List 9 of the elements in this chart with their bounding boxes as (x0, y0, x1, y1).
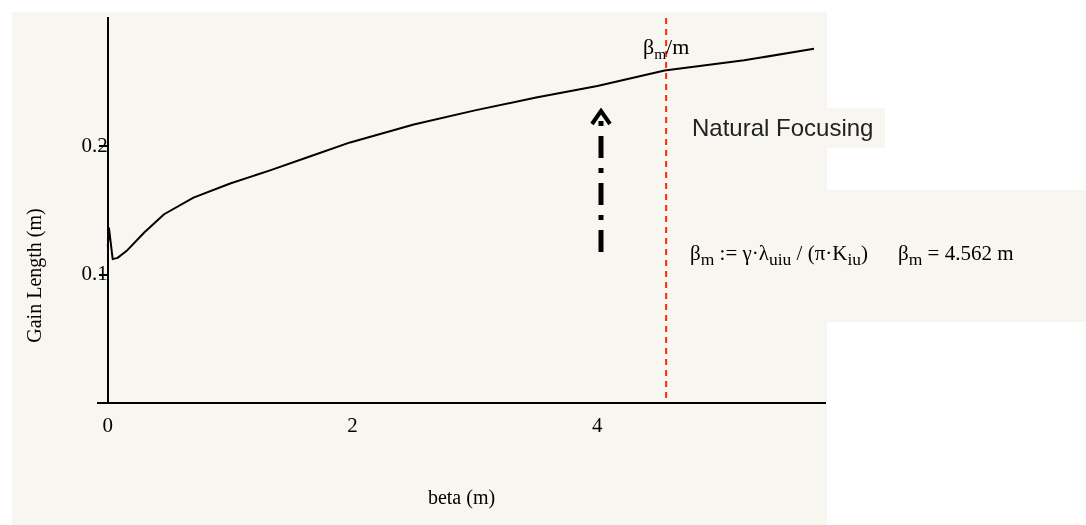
x-tick-label: 0 (102, 412, 114, 437)
y-axis-title: Gain Length (m) (22, 207, 46, 343)
y-tick-label: 0.1 (81, 261, 108, 286)
x-axis-title: beta (m) (427, 486, 496, 510)
y-tick-label: 0.2 (81, 132, 108, 157)
x-tick-label: 2 (347, 412, 358, 437)
annotation: β$_{m}$ := γ·λ$_{u}$$_{iu}$ / (π·K$_{iu}$) (690, 241, 869, 271)
x-tick-label: 4 (592, 412, 604, 437)
annotation: Natural Focusing (684, 108, 886, 148)
